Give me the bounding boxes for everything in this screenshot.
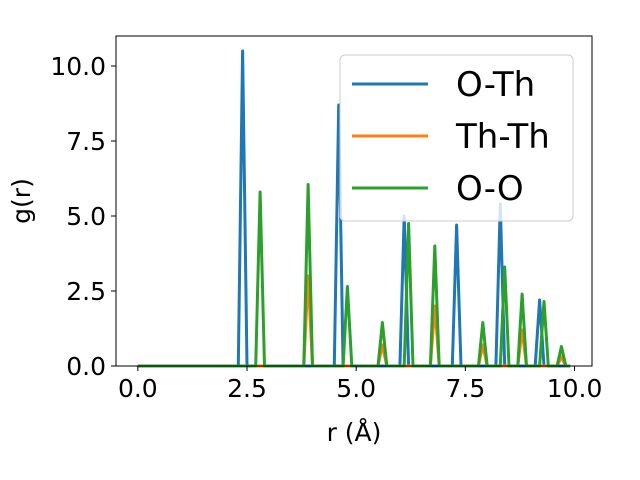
y-tick-label: 7.5 xyxy=(66,127,106,156)
x-tick-label: 5.0 xyxy=(336,374,376,403)
legend-label-th-th: Th-Th xyxy=(455,117,550,157)
x-tick-label: 2.5 xyxy=(227,374,267,403)
y-tick-label: 10.0 xyxy=(50,52,106,81)
series-line-o-o xyxy=(137,183,571,368)
plot-frame xyxy=(115,35,593,367)
x-axis: 0.0 2.5 5.0 7.5 10.0 xyxy=(118,366,602,403)
legend-label-o-th: O-Th xyxy=(456,65,535,105)
y-tick-label: 5.0 xyxy=(66,202,106,231)
x-tick-label: 10.0 xyxy=(547,374,603,403)
y-tick-label: 2.5 xyxy=(66,277,106,306)
y-tick-label: 0.0 xyxy=(66,352,106,381)
x-tick-label: 0.0 xyxy=(118,374,158,403)
legend: O-Th Th-Th O-O xyxy=(339,54,574,222)
y-axis: 0.0 2.5 5.0 7.5 10.0 xyxy=(50,52,116,381)
legend-frame xyxy=(339,54,574,222)
y-axis-label: g(r) xyxy=(7,178,36,224)
x-tick-label: 7.5 xyxy=(445,374,485,403)
x-axis-label: r (Å) xyxy=(327,418,382,447)
legend-label-o-o: O-O xyxy=(456,169,524,209)
